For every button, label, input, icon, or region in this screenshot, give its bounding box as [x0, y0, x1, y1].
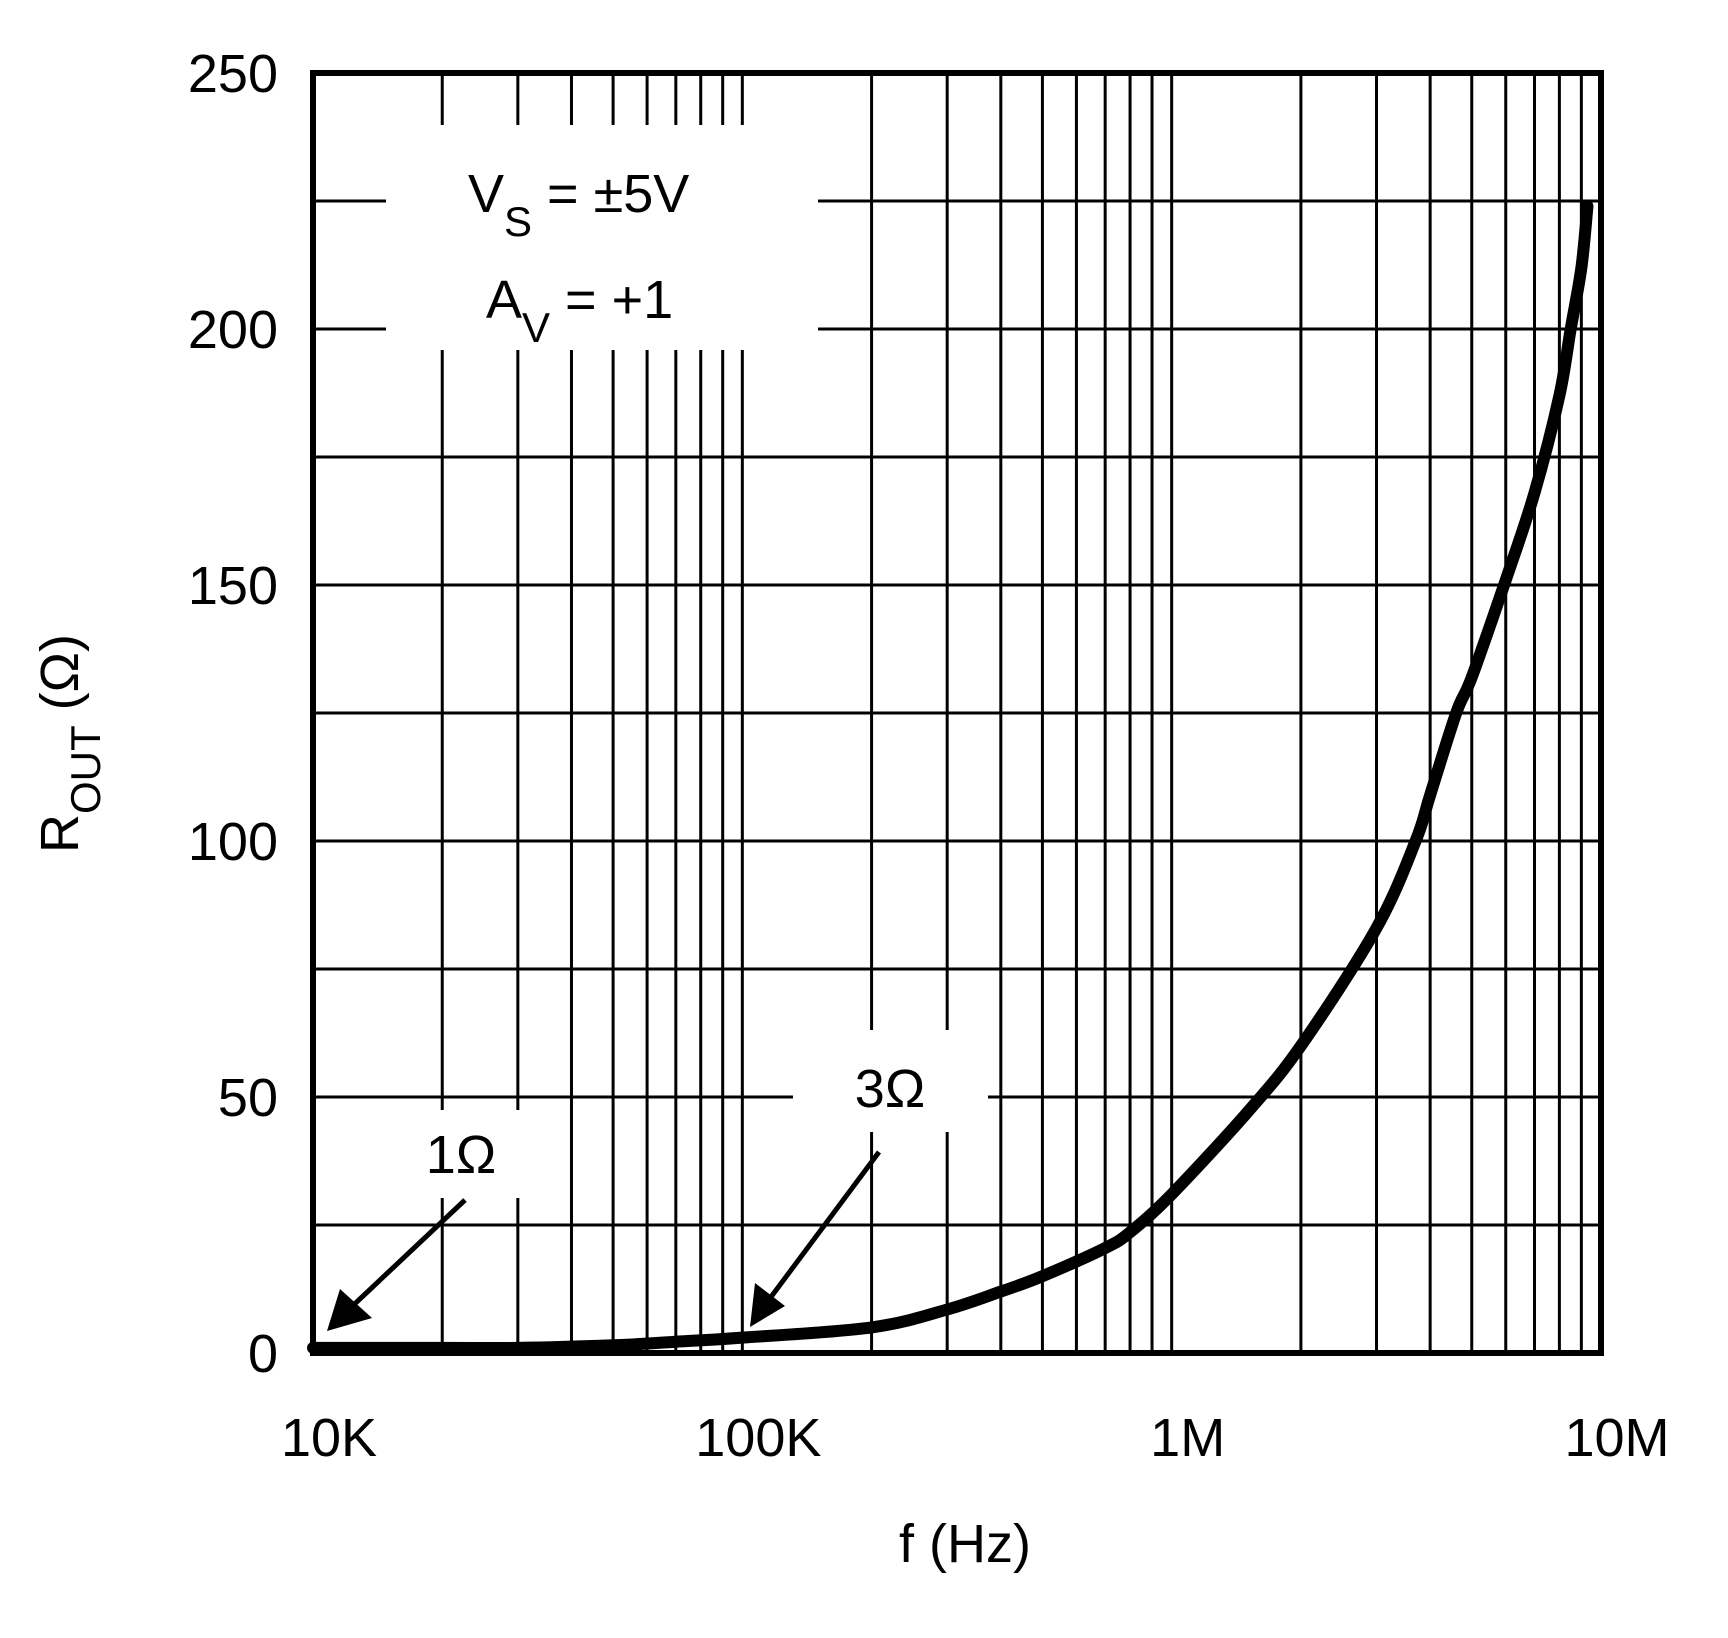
annotation-1ohm-arrow	[327, 1198, 467, 1331]
annotation-3ohm-arrow	[750, 1150, 882, 1327]
label-mask	[386, 125, 818, 350]
y-tick-label: 150	[188, 556, 278, 616]
label-mask	[793, 1030, 988, 1132]
y-tick-label: 0	[248, 1324, 278, 1384]
annotation-masks	[316, 125, 988, 1198]
y-tick-label: 200	[188, 300, 278, 360]
annotation-av: AV = +1	[486, 270, 673, 351]
y-tick-label: 250	[188, 44, 278, 104]
y-tick-label: 50	[218, 1068, 278, 1128]
plot-border	[310, 70, 1604, 1356]
x-tick-label: 100K	[695, 1408, 821, 1468]
y-tick-label: 100	[188, 812, 278, 872]
x-tick-label: 10K	[281, 1408, 377, 1468]
annotation-3ohm-label: 3Ω	[855, 1059, 925, 1119]
y-tick-labels: 0 50 100 150 200 250	[188, 44, 278, 1384]
x-tick-label: 10M	[1564, 1408, 1669, 1468]
label-mask	[316, 1110, 568, 1198]
x-axis-title: f (Hz)	[899, 1514, 1031, 1574]
annotation-vs: VS = ±5V	[468, 164, 689, 245]
y-axis-title: ROUT (Ω)	[30, 634, 109, 853]
x-tick-label: 1M	[1150, 1408, 1225, 1468]
x-tick-labels: 10K 100K 1M 10M	[281, 1408, 1670, 1468]
rout-curve	[307, 200, 1594, 1355]
annotation-1ohm-label: 1Ω	[426, 1125, 496, 1185]
